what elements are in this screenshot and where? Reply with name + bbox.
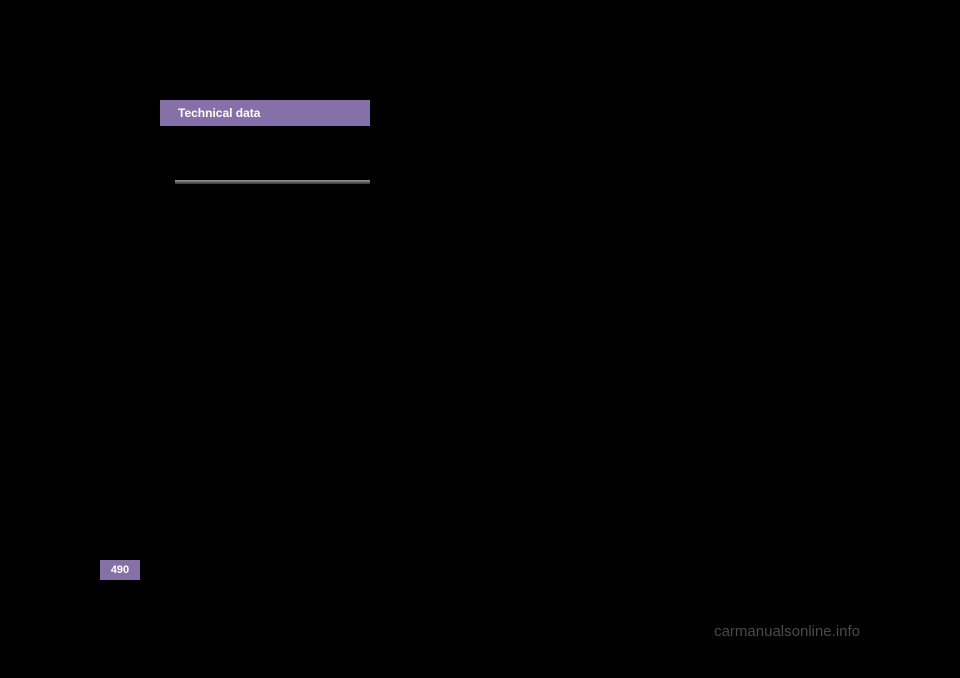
watermark-text: carmanualsonline.info xyxy=(714,623,860,640)
page-number-box: 490 xyxy=(100,560,140,580)
horizontal-divider xyxy=(175,180,370,184)
section-title: Technical data xyxy=(178,106,260,120)
page-number: 490 xyxy=(111,564,129,576)
section-header-tab: Technical data xyxy=(160,100,370,126)
